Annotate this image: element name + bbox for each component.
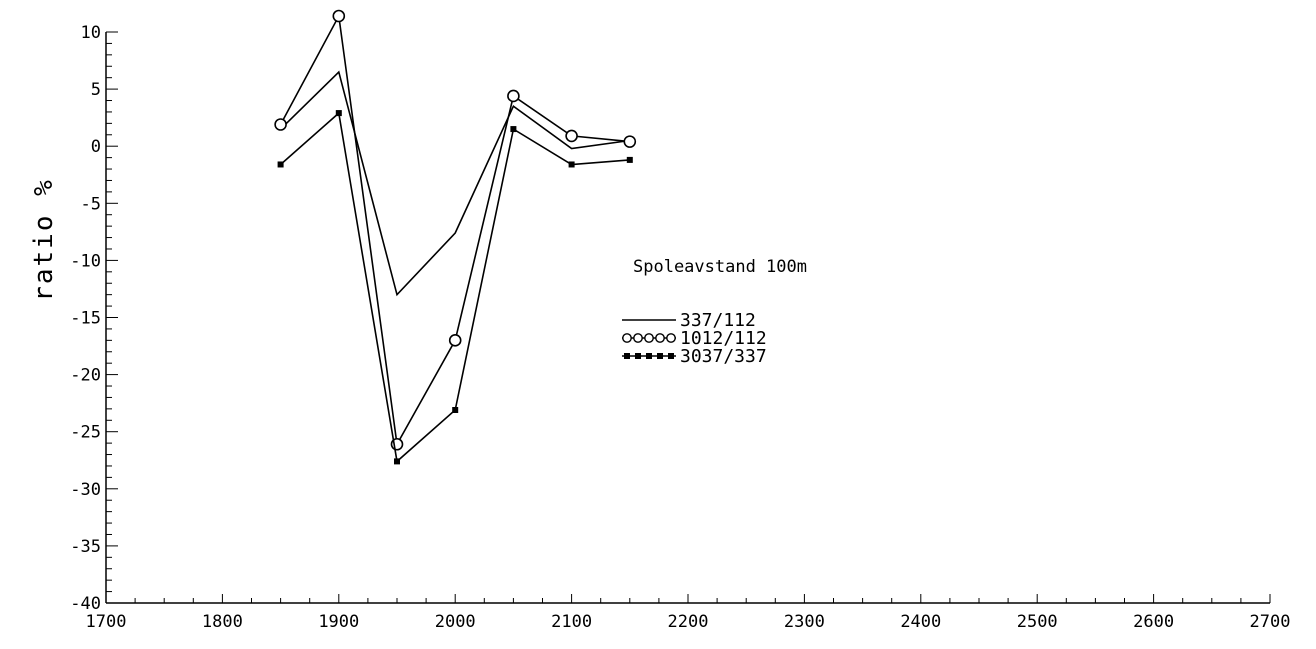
legend-item: 337/112 (622, 310, 756, 331)
y-axis-ticks: 10 5 0 -5 -10 -15 -20 -25 -30 -35 -40 (70, 23, 118, 614)
series-line (280, 70, 630, 297)
legend-item: 1012/112 (622, 328, 767, 349)
legend-marker (666, 333, 676, 343)
y-tick-label: -40 (70, 594, 101, 614)
x-tick-label: 1800 (202, 612, 243, 632)
data-point (277, 161, 284, 168)
x-tick-label: 2300 (784, 612, 825, 632)
y-axis-label: ratio % (29, 178, 59, 302)
legend-title: Spoleavstand 100m (633, 257, 807, 277)
y-tick-label: 0 (91, 137, 101, 157)
x-tick-label: 1900 (318, 612, 359, 632)
y-tick-label: -30 (70, 480, 101, 500)
x-tick-label: 2100 (551, 612, 592, 632)
legend-marker (624, 353, 630, 359)
legend-marker (622, 333, 632, 343)
data-point (332, 9, 346, 23)
x-tick-label: 2600 (1133, 612, 1174, 632)
x-tick-label: 2500 (1017, 612, 1058, 632)
legend-label: 1012/112 (680, 328, 767, 349)
x-tick-label: 2400 (900, 612, 941, 632)
legend-item: 3037/337 (622, 346, 767, 367)
data-point (568, 161, 575, 168)
legend-label: 337/112 (680, 310, 756, 331)
data-point (626, 156, 633, 163)
data-point (507, 89, 520, 103)
legend-label: 3037/337 (680, 346, 767, 367)
x-tick-label: 1700 (86, 612, 127, 632)
legend-marker (635, 353, 641, 359)
x-tick-label: 2000 (435, 612, 476, 632)
plot-area (274, 9, 637, 465)
legend-marker (657, 353, 663, 359)
y-tick-label: -25 (70, 423, 101, 443)
y-tick-label: 5 (91, 80, 101, 100)
y-tick-label: -5 (81, 194, 101, 214)
legend-marker (655, 333, 665, 343)
x-axis-ticks: 1700 1800 1900 2000 2100 2200 2300 2400 2500 2600… (86, 594, 1291, 632)
y-tick-label: -20 (70, 366, 101, 386)
y-tick-label: -15 (70, 309, 101, 329)
legend: Spoleavstand 100m 337/1121012/1123037/33… (622, 257, 807, 367)
y-tick-label: -35 (70, 537, 101, 557)
legend-marker (644, 333, 654, 343)
data-point (335, 110, 342, 117)
legend-marker (646, 353, 652, 359)
series-line (279, 13, 630, 447)
data-point (394, 458, 400, 465)
data-point (448, 334, 462, 347)
x-tick-label: 2200 (668, 612, 709, 632)
x-tick-label: 2700 (1250, 612, 1291, 632)
data-point (623, 135, 637, 148)
data-point (274, 118, 287, 131)
data-point (452, 407, 459, 414)
legend-marker (633, 333, 643, 343)
series-3037-337 (277, 110, 633, 465)
legend-marker (668, 353, 674, 359)
data-point (510, 126, 517, 133)
series-337-112 (280, 70, 630, 297)
y-tick-label: 10 (81, 23, 101, 43)
y-tick-label: -10 (70, 251, 101, 271)
series-1012-112 (274, 9, 637, 451)
data-point (565, 129, 578, 143)
